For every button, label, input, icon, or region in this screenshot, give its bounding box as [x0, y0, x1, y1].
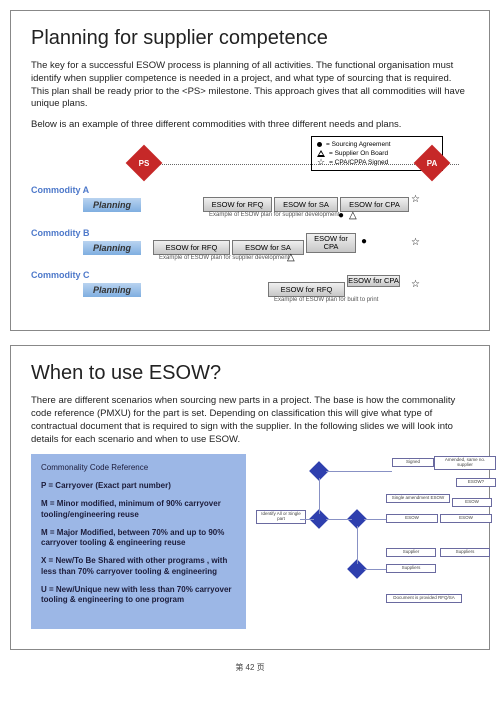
codebox-p: P = Carryover (Exact part number) — [41, 481, 236, 492]
commodity-a-tri: △ — [349, 210, 357, 221]
triangle-icon — [317, 150, 325, 157]
commodity-a-box-rfq: ESOW for RFQ — [203, 197, 272, 212]
flow-low2: Suppliers — [440, 548, 490, 557]
commodity-a-box-sa: ESOW for SA — [274, 197, 338, 212]
milestone-pa: PA — [414, 145, 451, 182]
legend-2: = Supplier On Board — [329, 149, 388, 158]
flow-mid4: ESOW — [440, 514, 492, 523]
codebox-x: X = New/To Be Shared with other programs… — [41, 556, 236, 578]
flow-mid3: ESOW — [386, 514, 438, 523]
flow-low3: Suppliers — [386, 564, 436, 573]
commodity-c-box-cpa: ESOW for CPA — [347, 275, 400, 287]
commodity-c-label: Commodity C — [31, 270, 90, 280]
codebox-m2: M = Major Modified, between 70% and up t… — [41, 528, 236, 550]
commodity-a-caption: Example of ESOW plan for supplier develo… — [209, 212, 339, 218]
commodity-b-dot: ● — [361, 236, 367, 247]
commodity-c-plan-box: Planning — [83, 283, 141, 297]
legend-3: = CPA/CPPA Signed — [329, 158, 388, 167]
dot-icon — [317, 142, 322, 147]
codebox-u: U = New/Unique new with less than 70% ca… — [41, 585, 236, 607]
slide1-title: Planning for supplier competence — [31, 27, 469, 50]
commodity-b-caption: Example of ESOW plan for supplier develo… — [159, 255, 289, 261]
codebox-header: Commonality Code Reference — [41, 463, 236, 474]
codebox-m1: M = Minor modified, minimum of 90% carry… — [41, 499, 236, 521]
flow-top2: Amended, same no. supplier — [434, 456, 496, 470]
slide2-para: There are different scenarios when sourc… — [31, 395, 469, 446]
commodity-c-star: ☆ — [411, 279, 420, 290]
milestone-ps: PS — [126, 145, 163, 182]
page-number: 第 42 页 — [10, 662, 490, 673]
commodity-b-box-cpa: ESOW for CPA — [306, 233, 356, 253]
flow-diagram: Identify All or Single part Signed Amend… — [256, 454, 469, 629]
commodity-b-plan-box: Planning — [83, 241, 141, 255]
commodity-a-plan-box: Planning — [83, 198, 141, 212]
slide-2: When to use ESOW? There are different sc… — [10, 345, 490, 650]
flow-top1: Signed — [392, 458, 434, 467]
flow-start: Identify All or Single part — [256, 510, 306, 524]
slide1-chart: = Sourcing Agreement = Supplier On Board… — [31, 140, 469, 310]
legend-1: = Sourcing Agreement — [326, 140, 391, 149]
commonality-code-box: Commonality Code Reference P = Carryover… — [31, 454, 246, 629]
flow-top3: ESOW? — [456, 478, 496, 487]
slide1-para2: Below is an example of three different c… — [31, 119, 469, 132]
flow-low1: Supplier — [386, 548, 436, 557]
commodity-c-box-rfq: ESOW for RFQ — [268, 282, 345, 297]
commodity-a-dot: ● — [338, 210, 344, 221]
timeline-line — [141, 164, 459, 165]
commodity-b-star: ☆ — [411, 237, 420, 248]
flow-bot1: Document is provided RFQ/SA — [386, 594, 462, 603]
commodity-a-label: Commodity A — [31, 185, 89, 195]
flow-mid1: Single amendment ESOW — [386, 494, 450, 503]
star-icon: ☆ — [317, 158, 325, 167]
slide-1: Planning for supplier competence The key… — [10, 10, 490, 331]
slide1-para1: The key for a successful ESOW process is… — [31, 60, 469, 111]
commodity-c-caption: Example of ESOW plan for built to print — [274, 297, 378, 303]
commodity-a-star: ☆ — [411, 194, 420, 205]
commodity-b-label: Commodity B — [31, 228, 90, 238]
commodity-b-tri: △ — [287, 252, 295, 263]
commodity-b-box-rfq: ESOW for RFQ — [153, 240, 230, 255]
flow-mid2: ESOW — [452, 498, 492, 507]
slide2-title: When to use ESOW? — [31, 362, 469, 385]
